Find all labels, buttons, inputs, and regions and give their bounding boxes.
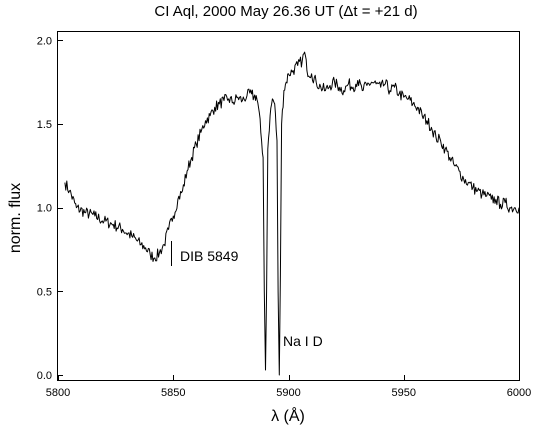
y-axis: 0.0 0.5 1.0 1.5 2.0 [37, 35, 63, 382]
y-tick-label: 0.0 [37, 370, 52, 382]
plot-frame [57, 31, 520, 381]
y-tick-label: 0.5 [37, 286, 52, 298]
y-tick-label: 1.0 [37, 203, 52, 215]
x-axis-label: λ (Å) [271, 406, 305, 425]
y-tick-label: 1.5 [37, 119, 52, 131]
x-tick-label: 5800 [46, 387, 70, 399]
x-tick-label: 5950 [392, 387, 416, 399]
y-tick-label: 2.0 [37, 35, 52, 47]
y-axis-label: norm. flux [7, 183, 24, 253]
spectrum-series-line [64, 51, 520, 376]
x-tick-label: 5900 [276, 387, 300, 399]
annotation-na-i-d: Na I D [283, 333, 323, 349]
x-axis: 5800 5850 5900 5950 6000 [46, 375, 531, 399]
plot-border [57, 31, 520, 381]
chart-title: CI Aql, 2000 May 26.36 UT (Δt = +21 d) [154, 3, 417, 20]
annotation-dib-5849: DIB 5849 [180, 248, 239, 264]
x-tick-label: 6000 [507, 387, 531, 399]
x-tick-label: 5850 [161, 387, 185, 399]
